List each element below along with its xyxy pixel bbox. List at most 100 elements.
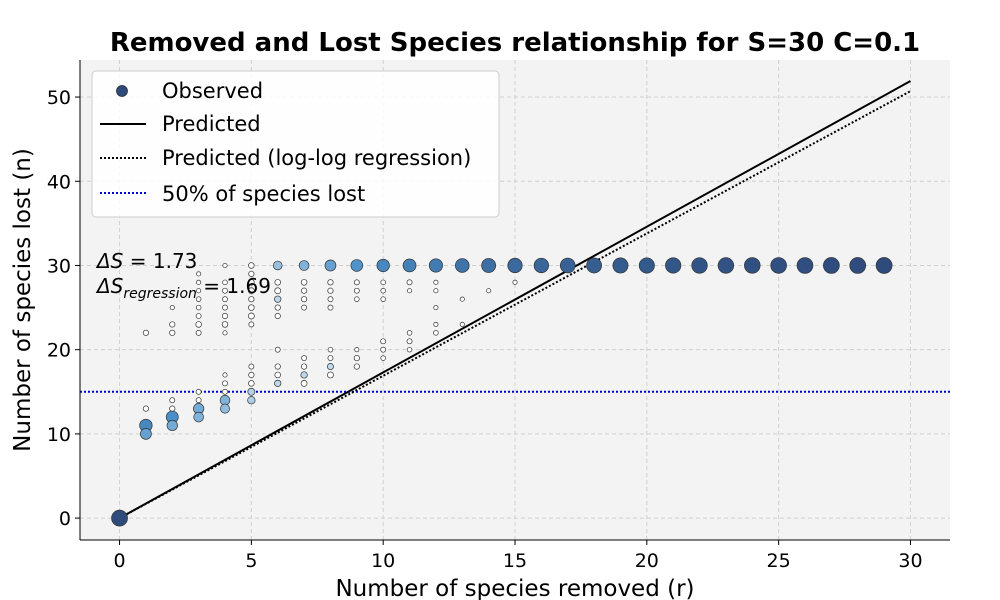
observed-point	[665, 257, 682, 274]
observed-point	[248, 270, 255, 277]
delta-s-reg-symbol: ΔS	[95, 274, 124, 298]
observed-point	[196, 288, 202, 294]
observed-point	[222, 287, 228, 294]
observed-point	[301, 355, 308, 362]
observed-point	[486, 288, 492, 294]
observed-point	[691, 257, 708, 274]
delta-s-annotation: ΔS = 1.73	[95, 249, 197, 273]
observed-point	[301, 304, 308, 311]
observed-point	[327, 346, 334, 353]
observed-point	[142, 329, 149, 336]
observed-point	[222, 380, 228, 387]
y-tick-label: 30	[47, 255, 71, 277]
x-tick-label: 10	[371, 550, 395, 572]
observed-point	[248, 321, 255, 328]
y-tick-label: 40	[47, 171, 71, 193]
observed-point	[219, 394, 231, 406]
delta-s-value: = 1.73	[123, 249, 197, 273]
observed-point	[169, 329, 176, 336]
observed-point	[402, 258, 417, 273]
observed-point	[326, 363, 334, 370]
loglog-regression-line	[119, 90, 911, 519]
observed-point	[222, 388, 228, 395]
observed-point	[111, 509, 128, 527]
observed-point	[796, 257, 814, 274]
y-tick-label: 20	[47, 340, 71, 362]
legend-loglog-label: Predicted (log-log regression)	[162, 146, 471, 170]
observed-point	[875, 257, 893, 274]
observed-point	[300, 371, 308, 379]
observed-point	[169, 397, 176, 404]
observed-point	[222, 372, 228, 378]
prediction-lines	[119, 80, 911, 519]
observed-point	[512, 279, 518, 285]
legend-box	[91, 70, 500, 218]
x-tick-label: 5	[245, 550, 257, 572]
observed-point	[612, 257, 629, 274]
observed-point	[274, 304, 281, 311]
observed-point	[770, 257, 787, 274]
observed-point	[380, 296, 386, 302]
observed-point	[142, 405, 149, 412]
observed-point	[298, 260, 310, 271]
legend-predicted-label: Predicted	[162, 112, 261, 136]
observed-points	[111, 257, 893, 527]
observed-point	[222, 304, 228, 311]
observed-point	[248, 312, 255, 320]
observed-point	[324, 259, 337, 272]
observed-point	[274, 379, 282, 387]
grid	[80, 60, 950, 540]
observed-point	[195, 313, 202, 319]
observed-point	[195, 296, 202, 302]
observed-point	[300, 279, 308, 286]
observed-point	[455, 258, 470, 273]
observed-point	[301, 296, 308, 303]
observed-point	[140, 428, 152, 440]
observed-point	[274, 363, 281, 370]
observed-point	[195, 304, 202, 311]
observed-point	[353, 279, 360, 286]
observed-point	[380, 355, 386, 361]
observed-point	[301, 287, 308, 294]
observed-point	[274, 346, 281, 353]
observed-point	[327, 287, 334, 294]
y-tick-label: 10	[47, 424, 71, 446]
observed-point	[459, 296, 465, 302]
observed-point	[507, 257, 523, 274]
observed-point	[406, 346, 413, 353]
observed-point	[274, 312, 281, 320]
observed-point	[380, 338, 387, 345]
observed-point	[823, 257, 840, 274]
x-tick-label: 30	[898, 550, 922, 572]
x-tick-label: 0	[113, 550, 125, 572]
x-tick-label: 20	[635, 550, 659, 572]
observed-point	[354, 347, 360, 353]
delta-s-symbol: ΔS	[95, 249, 124, 273]
observed-point	[406, 330, 413, 336]
observed-point	[248, 304, 255, 311]
observed-point	[406, 338, 413, 345]
observed-point	[327, 296, 334, 303]
observed-point	[169, 321, 176, 328]
legend: Observed Predicted Predicted (log-log re…	[91, 70, 500, 218]
observed-point	[849, 257, 867, 274]
observed-point	[248, 296, 255, 303]
observed-point	[380, 346, 387, 353]
observed-point	[274, 287, 282, 295]
legend-observed-label: Observed	[162, 79, 263, 103]
x-axis-label: Number of species removed (r)	[335, 576, 694, 600]
delta-s-reg-subscript: regression	[123, 286, 197, 302]
observed-point	[166, 419, 178, 432]
observed-point	[354, 296, 360, 302]
observed-point	[195, 321, 202, 328]
observed-point	[221, 312, 229, 320]
observed-point	[433, 330, 439, 336]
observed-point	[248, 363, 255, 370]
observed-point	[406, 279, 413, 286]
observed-point	[459, 321, 465, 327]
observed-point	[428, 258, 443, 273]
observed-point	[196, 279, 202, 285]
x-ticks: 0 5 10 15 20 25 30	[113, 540, 923, 572]
observed-point	[327, 371, 334, 379]
observed-point	[221, 321, 229, 328]
